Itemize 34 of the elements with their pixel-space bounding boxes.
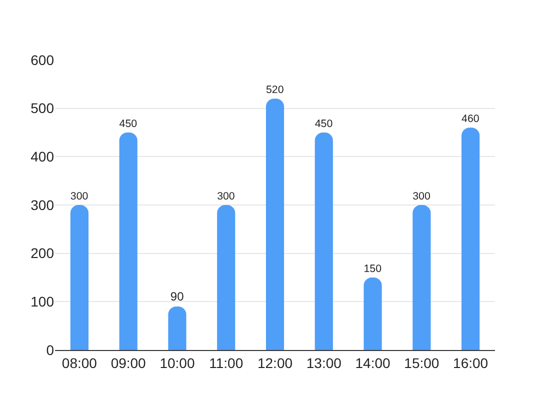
x-tick-label: 09:00 bbox=[110, 354, 146, 371]
data-label: 450 bbox=[314, 118, 333, 130]
bar bbox=[364, 278, 382, 350]
x-tick-label: 13:00 bbox=[306, 354, 342, 371]
y-tick-label: 200 bbox=[30, 245, 54, 262]
data-label: 450 bbox=[119, 118, 138, 130]
bar bbox=[314, 132, 333, 350]
y-tick-label: 500 bbox=[30, 100, 54, 116]
bar bbox=[119, 132, 138, 350]
bar bbox=[70, 205, 88, 350]
y-tick-label: 0 bbox=[46, 342, 54, 358]
y-tick-label: 100 bbox=[30, 294, 54, 310]
data-label: 460 bbox=[462, 113, 480, 126]
data-label: 300 bbox=[70, 190, 88, 202]
data-label: 300 bbox=[217, 190, 235, 202]
y-tick-label: 600 bbox=[30, 52, 54, 68]
x-tick-label: 14:00 bbox=[355, 354, 391, 371]
x-tick-label: 11:00 bbox=[209, 354, 244, 371]
y-tick-label: 300 bbox=[30, 196, 54, 213]
x-tick-label: 08:00 bbox=[62, 354, 98, 371]
x-tick-label: 12:00 bbox=[257, 354, 293, 371]
y-tick-label: 400 bbox=[30, 148, 54, 165]
bar bbox=[217, 205, 236, 350]
data-label: 520 bbox=[266, 84, 284, 96]
bar bbox=[412, 205, 431, 350]
bar bbox=[462, 128, 480, 350]
x-tick-label: 16:00 bbox=[453, 354, 488, 371]
bar bbox=[168, 306, 186, 350]
x-tick-label: 10:00 bbox=[160, 354, 195, 371]
x-tick-label: 15:00 bbox=[404, 354, 440, 371]
data-label: 90 bbox=[170, 290, 184, 304]
data-label: 150 bbox=[364, 262, 382, 275]
bar bbox=[266, 98, 284, 350]
data-label: 300 bbox=[412, 190, 430, 202]
